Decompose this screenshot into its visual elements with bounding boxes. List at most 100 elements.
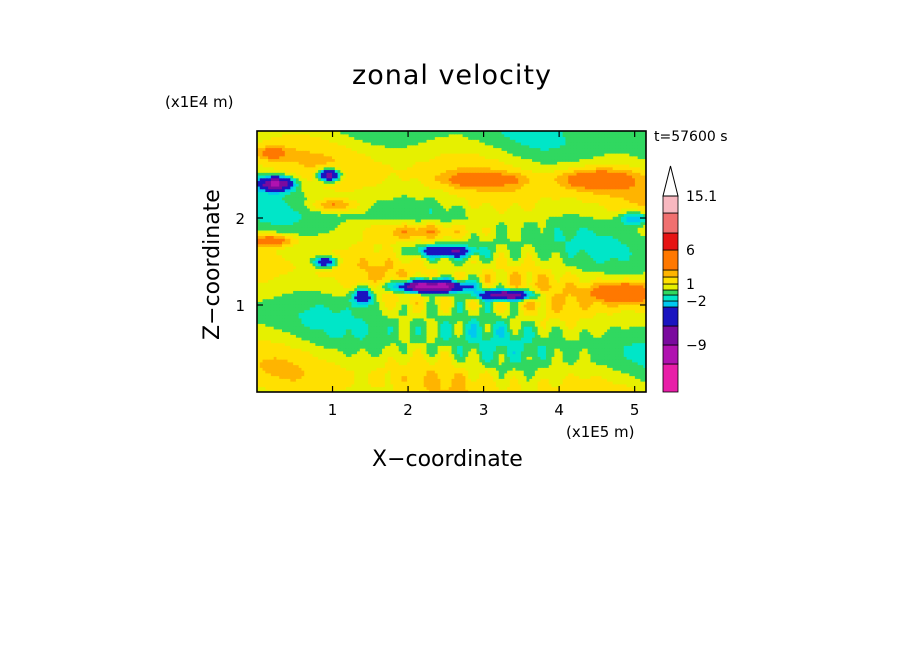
field-cell <box>454 372 458 377</box>
field-cell <box>287 353 291 357</box>
field-cell <box>301 356 305 360</box>
field-cell <box>537 383 542 388</box>
field-cell <box>615 381 619 385</box>
field-cell <box>459 383 464 388</box>
field-cell <box>287 367 291 371</box>
field-cell <box>282 383 286 388</box>
field-cell <box>432 356 436 360</box>
field-cell <box>309 359 314 363</box>
field-cell <box>426 359 430 363</box>
field-cell <box>440 353 444 357</box>
field-cell <box>401 370 405 374</box>
field-cell <box>609 350 614 355</box>
field-cell <box>320 375 325 379</box>
field-cell <box>576 370 580 374</box>
field-cell <box>384 372 389 377</box>
field-cell <box>265 359 269 363</box>
field-cell <box>570 356 575 360</box>
field-cell <box>604 386 608 390</box>
field-cell <box>370 375 375 379</box>
field-cell <box>382 364 386 368</box>
field-cell <box>609 356 614 360</box>
field-cell <box>537 375 542 379</box>
field-cell <box>282 348 286 352</box>
field-cell <box>573 356 578 360</box>
field-cell <box>495 375 500 379</box>
field-cell <box>270 361 275 366</box>
field-cell <box>337 356 341 360</box>
field-cell <box>362 361 366 366</box>
field-cell <box>373 386 378 390</box>
field-cell <box>412 342 416 346</box>
field-cell <box>307 389 311 392</box>
field-cell <box>573 375 578 379</box>
field-cell <box>376 359 380 363</box>
field-cell <box>284 375 289 379</box>
field-cell <box>504 359 508 363</box>
field-cell <box>373 353 378 357</box>
field-cell <box>295 345 300 349</box>
field-cell <box>420 370 425 374</box>
field-cell <box>359 356 364 360</box>
field-cell <box>432 342 436 346</box>
field-cell <box>595 356 600 360</box>
field-cell <box>362 367 366 371</box>
field-cell <box>457 386 461 390</box>
field-cell <box>540 353 544 357</box>
field-cell <box>270 359 275 363</box>
field-cell <box>487 386 491 390</box>
field-cell <box>334 361 339 366</box>
field-cell <box>568 383 572 388</box>
field-cell <box>495 345 500 349</box>
field-cell <box>257 353 261 357</box>
field-cell <box>298 353 303 357</box>
field-cell <box>365 372 369 377</box>
field-cell <box>593 350 597 355</box>
field-cell <box>384 342 389 346</box>
field-cell <box>459 364 464 368</box>
field-cell <box>354 383 358 388</box>
field-cell <box>284 364 289 368</box>
field-cell <box>257 356 261 360</box>
field-cell <box>362 372 366 377</box>
field-cell <box>451 383 455 388</box>
field-cell <box>479 381 483 385</box>
field-cell <box>345 370 350 374</box>
field-cell <box>557 383 561 388</box>
field-cell <box>615 361 619 366</box>
field-cell <box>426 345 430 349</box>
field-cell <box>593 383 597 388</box>
field-cell <box>590 348 594 352</box>
field-cell <box>573 348 578 352</box>
field-cell <box>490 375 494 379</box>
field-cell <box>426 342 430 346</box>
field-cell <box>323 350 328 355</box>
field-cell <box>279 375 283 379</box>
field-cell <box>326 372 330 377</box>
field-cell <box>509 370 514 374</box>
field-cell <box>484 359 489 363</box>
field-cell <box>295 381 300 385</box>
field-cell <box>307 381 311 385</box>
field-cell <box>370 348 375 352</box>
field-cell <box>348 345 353 349</box>
field-cell <box>620 356 625 360</box>
field-cell <box>354 389 358 392</box>
field-cell <box>382 381 386 385</box>
field-cell <box>509 364 514 368</box>
field-cell <box>332 381 336 385</box>
field-cell <box>418 378 422 382</box>
field-cell <box>318 367 322 371</box>
field-cell <box>318 348 322 352</box>
field-cell <box>432 348 436 352</box>
field-cell <box>343 378 347 382</box>
field-cell <box>432 386 436 390</box>
field-cell <box>534 367 539 371</box>
field-cell <box>295 375 300 379</box>
field-cell <box>354 350 358 355</box>
field-cell <box>265 356 269 360</box>
field-cell <box>445 359 450 363</box>
field-cell <box>632 353 636 357</box>
field-cell <box>293 378 297 382</box>
field-cell <box>382 370 386 374</box>
